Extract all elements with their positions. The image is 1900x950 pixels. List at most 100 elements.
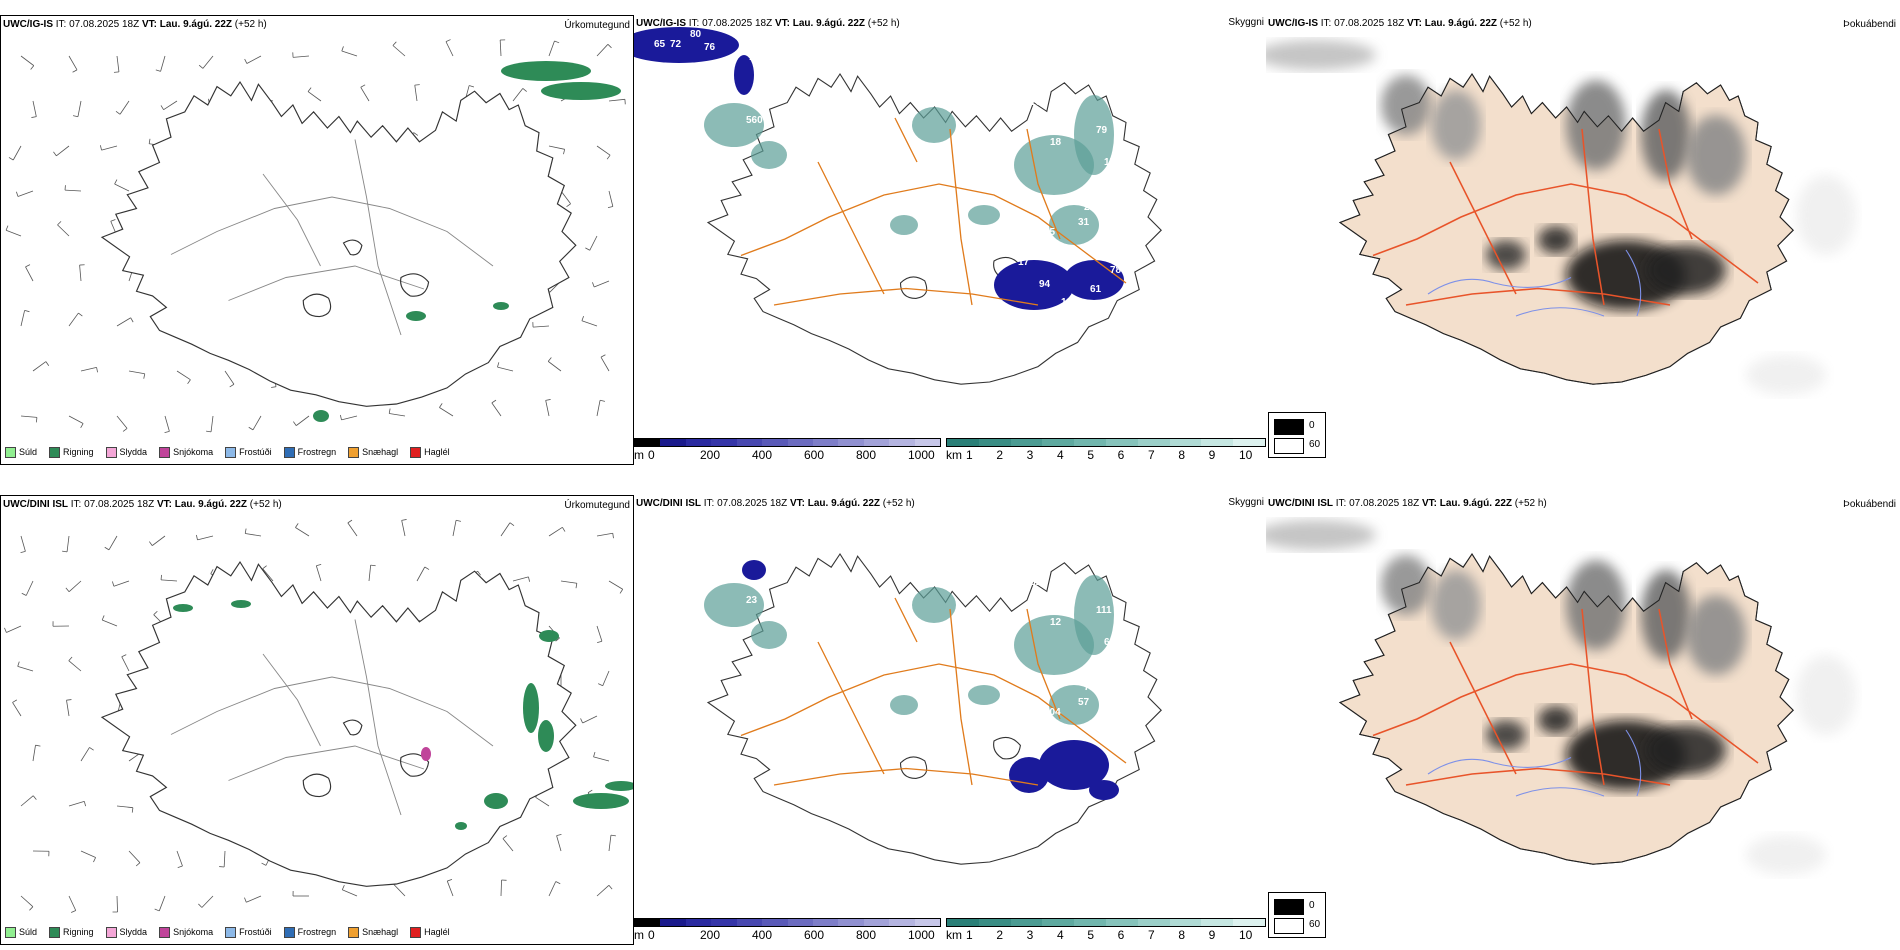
visibility-value-label: 104	[1044, 707, 1061, 718]
colorbar-tick-label: 6	[1117, 448, 1125, 462]
low-vis-km-area	[890, 695, 918, 715]
fog-panel-row1: UWC/IG-IS IT: 07.08.2025 18Z VT: Lau. 9.…	[1266, 15, 1900, 465]
wind-barb	[596, 884, 610, 897]
wind-barb-flag	[607, 44, 612, 49]
visibility-value-label: 78	[1110, 265, 1122, 276]
visibility-value-label: 61	[1030, 577, 1042, 588]
legend-label: Slydda	[119, 447, 148, 457]
wind-barb	[119, 100, 130, 115]
legend-label: Frostúði	[239, 927, 272, 937]
low-vis-km-area	[1014, 615, 1094, 675]
wind-barb	[121, 656, 130, 672]
wind-barb	[512, 576, 529, 582]
wind-barb	[581, 320, 598, 327]
wind-barb-flag	[148, 138, 151, 144]
fog-legend-low-label: 60	[1309, 919, 1321, 930]
legend-swatch	[5, 446, 16, 458]
low-vis-m-area	[1039, 740, 1109, 790]
rivers	[1427, 729, 1642, 797]
visibility-value-label: 72	[670, 39, 682, 50]
colorbar-tick-label: 0	[648, 928, 655, 942]
wind-barb-flag	[66, 699, 72, 701]
wind-barb	[163, 100, 178, 111]
wind-barb	[608, 580, 623, 590]
legend-item: Haglél	[410, 926, 450, 938]
wind-barb-flag	[65, 587, 70, 592]
wind-barb-flag	[149, 541, 153, 546]
wind-barb	[68, 312, 79, 327]
visibility-value-label: 157	[1104, 157, 1121, 168]
colorbar-tick-label: 5	[1087, 928, 1095, 942]
wind-barb	[500, 522, 511, 537]
wind-barb	[596, 400, 601, 417]
coastline	[1338, 73, 1794, 385]
fog-area	[1486, 720, 1526, 750]
wind-barb-flag	[121, 654, 127, 658]
wind-barb	[602, 670, 610, 686]
colorbar-strip	[946, 918, 1266, 927]
precip-panel-name: Úrkomutegund	[564, 500, 630, 511]
wind-barb-flag	[261, 862, 267, 866]
fog-area	[1646, 245, 1726, 295]
wind-barb	[116, 895, 118, 913]
wind-barb-flag	[198, 903, 203, 908]
wind-barb	[293, 55, 310, 58]
wind-barb-flag	[563, 149, 566, 155]
colorbar-tick-label: 5	[1087, 448, 1095, 462]
legend-swatch	[410, 446, 422, 458]
fog-area	[1796, 175, 1856, 255]
wind-barb-flag	[608, 885, 613, 890]
visibility-value-label: 79	[1096, 125, 1108, 136]
wind-barb-flag	[469, 85, 475, 88]
legend-label: Snæhagl	[362, 927, 399, 937]
visibility-value-label: 31	[1078, 217, 1090, 228]
visibility-value-label: 63	[1036, 597, 1048, 608]
wind-barb-flag	[271, 386, 277, 388]
fog-area	[1646, 725, 1726, 775]
wind-barb-flag	[17, 661, 20, 667]
rain-area	[231, 600, 251, 608]
wind-barb	[128, 850, 141, 863]
wind-barb	[202, 55, 214, 69]
wind-barb-flag	[341, 46, 344, 52]
fog-legend-high-swatch	[1274, 899, 1304, 915]
wind-barb-flag	[101, 615, 105, 621]
wind-barb-flag	[593, 751, 596, 757]
precip-areas-row2	[173, 600, 633, 830]
legend-label: Haglél	[424, 927, 450, 937]
wind-barb	[594, 280, 610, 288]
rain-area	[501, 61, 591, 81]
visibility-value-label: 560	[746, 115, 763, 126]
wind-barb	[596, 532, 613, 537]
wind-barb-flag	[547, 357, 552, 362]
wind-barb-flag	[447, 879, 453, 882]
panel-title-row2: UWC/DINI ISL IT: 07.08.2025 18Z VT: Lau.…	[3, 499, 282, 510]
road-network	[740, 117, 1127, 306]
legend-label: Súld	[19, 927, 38, 937]
wind-barb	[307, 91, 322, 102]
wind-barb	[68, 55, 78, 71]
wind-barb	[20, 795, 34, 807]
visibility-value-label: 57	[1078, 697, 1090, 708]
low-vis-m-area	[734, 55, 754, 95]
colorbar-tick-label: 2	[996, 928, 1004, 942]
wind-barb	[497, 366, 514, 372]
visibility-value-label: 65	[654, 39, 666, 50]
legend-item: Frostúði	[225, 446, 272, 458]
fog-legend-high-swatch	[1274, 419, 1304, 435]
wind-barb	[66, 535, 70, 552]
wind-barb-flag	[112, 581, 115, 587]
wind-barb	[600, 356, 610, 372]
fog-area	[1641, 570, 1691, 660]
wind-barb-flag	[295, 523, 299, 528]
legend-swatch	[49, 446, 61, 458]
wind-barb-flag	[29, 906, 34, 911]
wind-barb-flag	[545, 399, 551, 401]
wind-barb	[295, 415, 310, 426]
legend-item: Frostúði	[225, 926, 272, 938]
colorbar-tick-label: 1	[966, 928, 973, 942]
fog-legend-low-swatch	[1274, 918, 1304, 934]
low-vis-km-area	[1074, 95, 1114, 175]
colorbar-tick-label: 2	[996, 448, 1004, 462]
wind-barb	[499, 40, 502, 57]
